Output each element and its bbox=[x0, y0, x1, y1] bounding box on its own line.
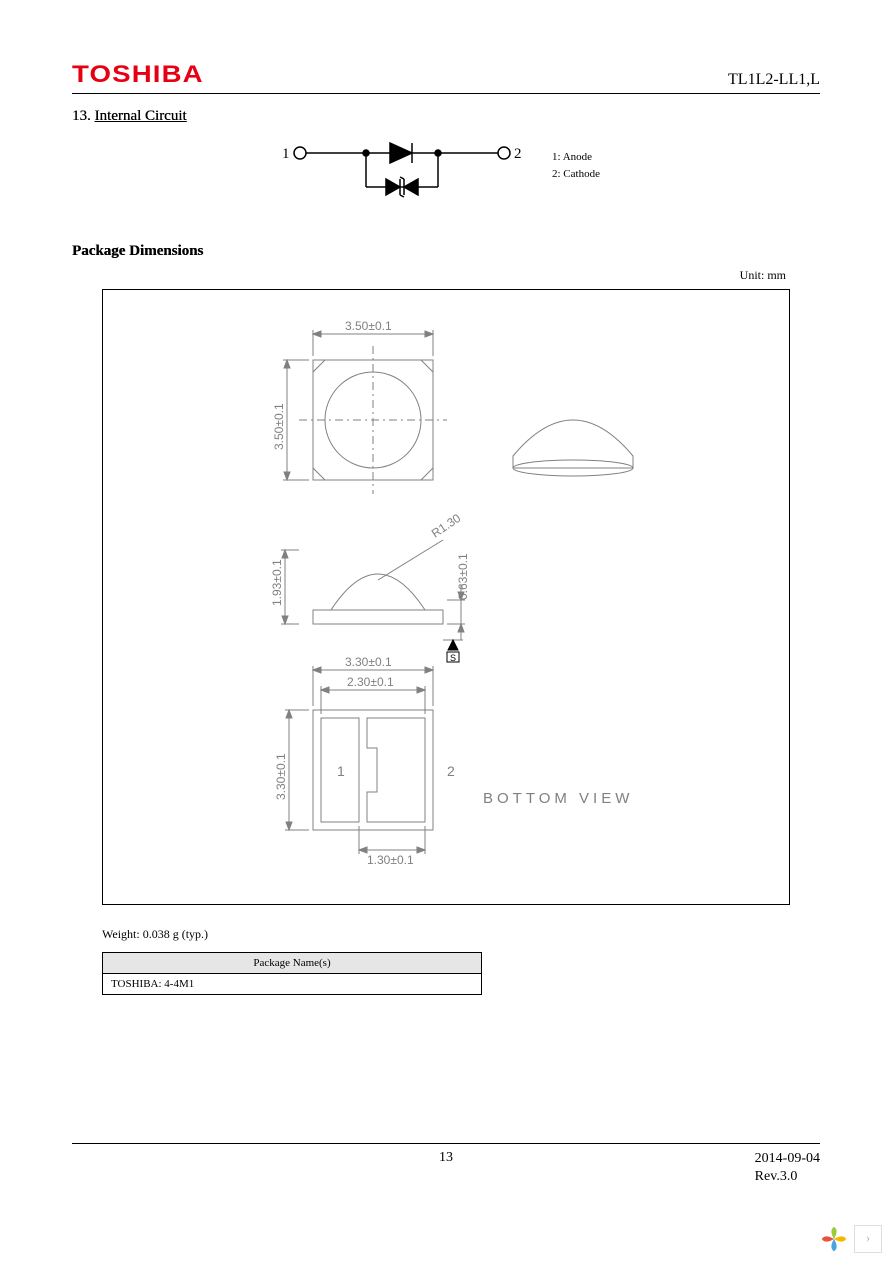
dim-dome-height: 1.93±0.1 bbox=[270, 559, 284, 606]
unit-label: Unit: mm bbox=[72, 268, 820, 283]
internal-circuit-diagram: 1 2 1: Anode 2: Cathode bbox=[72, 135, 820, 215]
terminal-2-label: 2 bbox=[514, 146, 522, 162]
bottom-view-label: BOTTOM VIEW bbox=[483, 790, 633, 807]
terminal-1-label: 1 bbox=[282, 146, 290, 162]
viewer-corner-widget: › bbox=[820, 1225, 882, 1253]
footer-rev: Rev.3.0 bbox=[755, 1168, 820, 1186]
package-name-table: Package Name(s) TOSHIBA: 4-4M1 bbox=[102, 952, 482, 995]
package-dimensions-heading: Package Dimensions bbox=[72, 243, 820, 260]
footer-right: 2014-09-04 Rev.3.0 bbox=[755, 1150, 820, 1186]
page-footer: 13 2014-09-04 Rev.3.0 bbox=[72, 1143, 820, 1166]
dim-shoulder: 0.63±0.1 bbox=[456, 553, 470, 600]
page-number: 13 bbox=[72, 1150, 820, 1166]
dim-top-width: 3.50±0.1 bbox=[345, 319, 392, 333]
dim-pad-outer-w: 3.30±0.1 bbox=[345, 655, 392, 669]
section-title: 13. Internal Circuit bbox=[72, 108, 820, 125]
package-drawing-svg: 3.50±0.1 3.50±0.1 bbox=[103, 290, 789, 904]
dim-pad-h: 3.30±0.1 bbox=[274, 753, 288, 800]
pin-2: 2 bbox=[447, 763, 455, 779]
section-number: 13. bbox=[72, 108, 91, 124]
dim-radius: R1.30 bbox=[429, 511, 464, 541]
brand-logo: TOSHIBA bbox=[72, 61, 204, 89]
leaf-icon bbox=[820, 1225, 848, 1253]
header-bar: TOSHIBA TL1L2-LL1,L bbox=[72, 56, 820, 94]
chevron-right-icon: › bbox=[866, 1231, 871, 1247]
next-page-button[interactable]: › bbox=[854, 1225, 882, 1253]
pkg-table-row1: TOSHIBA: 4-4M1 bbox=[103, 974, 482, 995]
footer-date: 2014-09-04 bbox=[755, 1150, 820, 1168]
dim-left-height: 3.50±0.1 bbox=[272, 403, 286, 450]
pkg-table-header: Package Name(s) bbox=[103, 953, 482, 974]
svg-text:S: S bbox=[450, 653, 456, 663]
legend-anode: 1: Anode bbox=[552, 149, 600, 166]
part-number: TL1L2-LL1,L bbox=[728, 71, 820, 89]
pin-1: 1 bbox=[337, 763, 345, 779]
circuit-legend: 1: Anode 2: Cathode bbox=[552, 149, 600, 182]
package-drawing-box: 3.50±0.1 3.50±0.1 bbox=[102, 289, 790, 905]
page-content: TOSHIBA TL1L2-LL1,L 13. Internal Circuit bbox=[72, 56, 820, 1184]
dim-pad-slot: 1.30±0.1 bbox=[367, 853, 414, 867]
weight-label: Weight: 0.038 g (typ.) bbox=[102, 927, 820, 942]
dim-pad-inner-w: 2.30±0.1 bbox=[347, 675, 394, 689]
legend-cathode: 2: Cathode bbox=[552, 166, 600, 183]
circuit-svg: 1 2 bbox=[282, 135, 522, 213]
section-name: Internal Circuit bbox=[95, 108, 187, 124]
